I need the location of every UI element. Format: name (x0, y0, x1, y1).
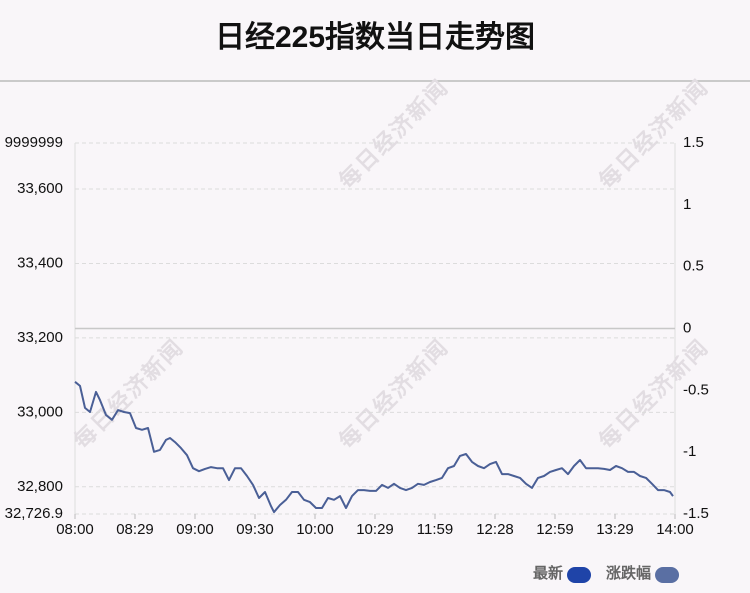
y-tick-label: 32,800 (17, 478, 63, 495)
x-tick-label: 09:30 (236, 521, 274, 538)
y-tick-label: 9999999 (5, 134, 63, 151)
chart-title: 日经225指数当日走势图 (215, 20, 535, 54)
x-tick-label: 12:59 (536, 521, 574, 538)
x-tick-label: 08:00 (56, 521, 94, 538)
x-tick-label: 14:00 (656, 521, 694, 538)
y-tick-label: 33,000 (17, 403, 63, 420)
y2-tick-label: 0.5 (683, 258, 704, 275)
x-tick-label: 11:59 (417, 521, 453, 538)
legend-label: 最新 (533, 564, 563, 582)
price-line (74, 381, 674, 514)
y-tick-label: 33,200 (17, 329, 63, 346)
x-tick-label: 10:00 (296, 521, 334, 538)
y-tick-label: 33,600 (17, 180, 63, 197)
x-tick-label: 09:00 (176, 521, 214, 538)
y2-tick-label: -1.5 (683, 505, 709, 522)
y-tick-label: 32,726.9 (5, 505, 63, 522)
y2-tick-label: -1 (683, 443, 696, 460)
legend-swatch (567, 567, 592, 583)
x-tick-label: 10:29 (356, 521, 394, 538)
x-tick-label: 13:29 (596, 521, 634, 538)
y2-tick-label: 1 (683, 196, 691, 213)
legend-label: 涨跌幅 (606, 564, 651, 582)
x-tick-label: 08:29 (116, 521, 154, 538)
y-tick-label: 33,400 (17, 254, 63, 271)
x-tick-label: 12:28 (476, 521, 514, 538)
y2-tick-label: 0 (683, 319, 691, 336)
legend-swatch (655, 567, 680, 583)
y2-tick-label: 1.5 (683, 134, 704, 151)
y2-tick-label: -0.5 (683, 381, 709, 398)
